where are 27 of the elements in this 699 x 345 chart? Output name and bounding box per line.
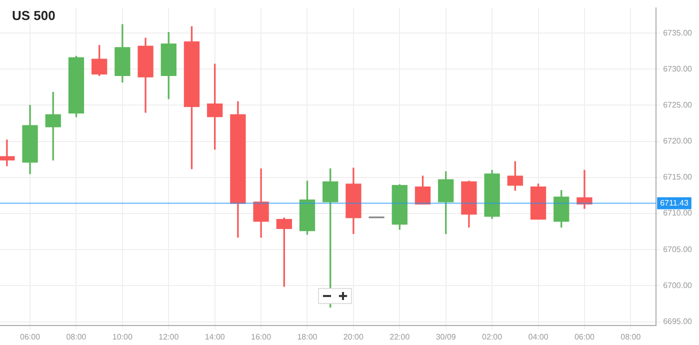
x-tick-label: 22:00 [390, 332, 410, 342]
x-tick-label: 06:00 [574, 332, 596, 342]
x-tick-label: 08:00 [620, 332, 642, 342]
x-tick-label: 12:00 [158, 332, 180, 342]
x-tick-label: 10:00 [112, 332, 133, 342]
candlestick [576, 170, 592, 209]
chart-title: US 500 [12, 8, 56, 24]
x-tick-label: 18:00 [297, 332, 318, 342]
y-tick-label: 6735.00 [663, 28, 693, 38]
x-tick-label: 14:00 [204, 332, 226, 342]
y-tick-label: 6710.00 [663, 208, 693, 218]
y-tick-label: 6725.00 [663, 100, 693, 110]
x-tick-label: 04:00 [528, 332, 549, 342]
y-tick-label: 6700.00 [663, 280, 693, 290]
ref-line-label: 6711.43 [660, 198, 689, 208]
x-tick-label: 20:00 [343, 332, 364, 342]
x-tick-label: 06:00 [20, 332, 41, 342]
y-tick-label: 6720.00 [663, 136, 693, 146]
x-tick-label: 30/09 [436, 332, 456, 342]
x-tick-label: 16:00 [251, 332, 272, 342]
y-tick-label: 6705.00 [663, 244, 693, 254]
y-tick-label: 6730.00 [663, 64, 693, 74]
y-tick-label: 6695.00 [663, 316, 693, 326]
candlestick [0, 140, 15, 166]
x-tick-label: 08:00 [66, 332, 87, 342]
x-tick-label: 02:00 [482, 332, 503, 342]
y-tick-label: 6715.00 [663, 172, 693, 182]
